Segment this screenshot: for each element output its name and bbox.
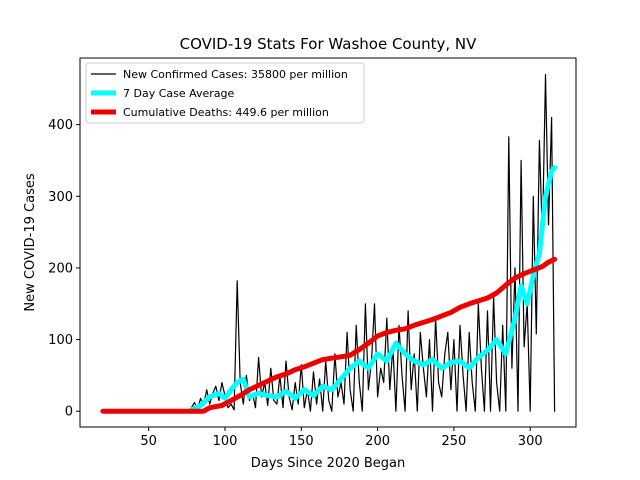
legend-entry-1: 7 Day Case Average: [123, 87, 235, 100]
x-axis-label: Days Since 2020 Began: [251, 456, 406, 471]
axes-frame: [79, 57, 577, 428]
x-tick-label: 200: [365, 434, 390, 449]
plot-area: [100, 73, 558, 414]
y-tick-label: 0: [65, 405, 73, 420]
axes: 50 100 150 200 250 300 0 100 200 300 400: [48, 57, 577, 449]
x-tick-label: 250: [441, 434, 466, 449]
x-tick-label: 50: [140, 434, 157, 449]
legend-box: [85, 62, 365, 124]
x-tick-label: 150: [289, 434, 314, 449]
x-tick-label: 300: [518, 434, 543, 449]
chart-title: COVID-19 Stats For Washoe County, NV: [180, 35, 478, 53]
y-axis-label: New COVID-19 Cases: [23, 173, 38, 311]
y-tick-label: 400: [48, 118, 73, 133]
series-line-0: [102, 73, 556, 412]
legend-entry-0: New Confirmed Cases: 35800 per million: [123, 68, 348, 81]
series-line-2: [100, 256, 558, 414]
y-tick-label: 100: [48, 333, 73, 348]
y-tick-label: 200: [48, 261, 73, 276]
legend-entry-2: Cumulative Deaths: 449.6 per million: [123, 106, 329, 119]
y-tick-label: 300: [48, 190, 73, 205]
legend: New Confirmed Cases: 35800 per million 7 …: [85, 62, 365, 124]
series-line-1: [188, 165, 558, 413]
x-tick-label: 100: [213, 434, 238, 449]
